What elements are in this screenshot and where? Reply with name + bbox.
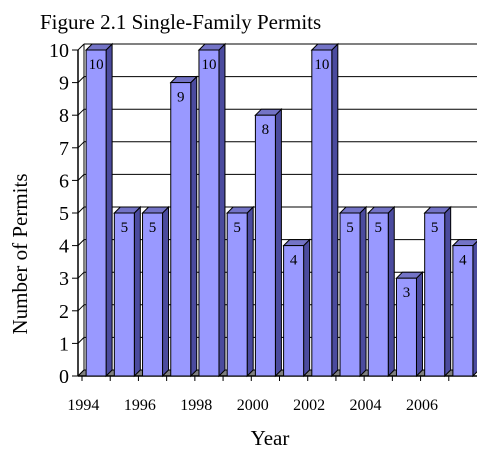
y-tick-label: 6 xyxy=(59,170,69,192)
data-label: 5 xyxy=(346,220,354,236)
data-label: 5 xyxy=(233,220,241,236)
x-tick-label: 1996 xyxy=(124,397,156,414)
data-label: 4 xyxy=(459,253,467,269)
data-label: 10 xyxy=(314,57,329,73)
y-tick-label: 3 xyxy=(59,268,69,290)
y-tick-label: 5 xyxy=(59,203,69,225)
data-label: 8 xyxy=(262,122,270,138)
bar-front xyxy=(395,277,417,377)
data-label: 3 xyxy=(403,285,411,301)
bar xyxy=(84,42,114,378)
bar xyxy=(423,205,452,378)
bar-front xyxy=(283,245,305,377)
x-axis-ticks: 1994 1996 1998 2000 2002 2004 2006 xyxy=(67,376,450,414)
gridline-depth xyxy=(77,239,85,246)
y-tick-label: 10 xyxy=(49,40,69,62)
bar xyxy=(282,238,311,378)
bar-front xyxy=(142,212,164,377)
gridline-depth xyxy=(77,76,85,83)
x-tick-label: 2004 xyxy=(350,397,382,414)
x-tick-label: 2006 xyxy=(406,397,438,414)
bar-side xyxy=(274,107,282,378)
gridline-depth xyxy=(77,43,85,51)
data-labels: 10 5 5 9 10 5 8 4 10 5 5 3 5 4 xyxy=(89,57,468,301)
y-tick-label: 1 xyxy=(59,333,69,355)
bar xyxy=(338,205,368,378)
bar-side xyxy=(472,240,477,378)
bars xyxy=(84,42,477,378)
bar-side xyxy=(162,205,170,378)
bar xyxy=(367,205,396,378)
bar-side xyxy=(444,205,452,378)
gridline-depth xyxy=(77,206,85,214)
y-tick-label: 0 xyxy=(59,366,69,388)
x-tick-label: 2000 xyxy=(237,397,269,414)
bar xyxy=(254,107,283,378)
bar-side xyxy=(415,270,423,378)
bar-top xyxy=(451,239,477,247)
data-label: 5 xyxy=(375,220,383,236)
x-tick-label: 2002 xyxy=(293,397,325,414)
bar-side xyxy=(303,238,311,378)
bar-front xyxy=(339,212,361,377)
bar-side xyxy=(218,42,226,378)
data-label: 10 xyxy=(201,57,216,73)
data-label: 5 xyxy=(149,220,157,236)
gridline-depth xyxy=(77,271,85,279)
gridline-depth xyxy=(77,174,85,181)
gridline-depth xyxy=(77,304,85,312)
bar-front xyxy=(424,212,446,377)
bar-front xyxy=(113,212,135,377)
bar-side xyxy=(105,42,113,378)
bar-front xyxy=(452,245,474,377)
bar xyxy=(395,270,424,378)
bar-side xyxy=(387,205,395,378)
bar xyxy=(169,75,198,378)
bar-front xyxy=(198,49,220,377)
bar xyxy=(197,42,227,378)
bar-front xyxy=(367,212,389,377)
y-tick-label: 9 xyxy=(59,73,69,95)
data-label: 5 xyxy=(431,220,439,236)
gridline-depth xyxy=(77,108,85,116)
bar-side xyxy=(133,205,141,378)
bar xyxy=(451,239,477,378)
gridline-depth xyxy=(77,141,85,149)
x-tick-label: 1998 xyxy=(180,397,212,414)
y-axis-ticks: 0 1 2 3 4 5 6 7 8 9 10 xyxy=(49,40,78,388)
bar xyxy=(141,205,170,378)
gridline-depth xyxy=(77,337,85,344)
y-tick-label: 2 xyxy=(59,301,69,323)
y-tick-label: 8 xyxy=(59,105,69,127)
bar-side xyxy=(190,75,198,378)
y-tick-label: 7 xyxy=(59,138,69,160)
bar xyxy=(310,42,340,378)
data-label: 4 xyxy=(290,253,298,269)
y-tick-label: 4 xyxy=(59,236,69,258)
bar-front xyxy=(226,212,248,377)
bar-side xyxy=(359,205,367,378)
data-label: 9 xyxy=(177,90,185,106)
bar-front xyxy=(254,114,276,377)
data-label: 10 xyxy=(89,57,104,73)
chart-title: Figure 2.1 Single-Family Permits xyxy=(40,10,321,34)
bar-front xyxy=(311,49,333,377)
y-axis-title: Number of Permits xyxy=(8,174,32,335)
bar-front xyxy=(170,82,192,377)
bar xyxy=(113,205,142,378)
bar-side xyxy=(246,205,254,378)
x-axis-title: Year xyxy=(251,426,290,450)
data-label: 5 xyxy=(121,220,129,236)
bar-front xyxy=(85,49,107,377)
x-tick-label: 1994 xyxy=(67,397,99,414)
bar-side xyxy=(331,42,339,378)
bar xyxy=(225,205,255,378)
